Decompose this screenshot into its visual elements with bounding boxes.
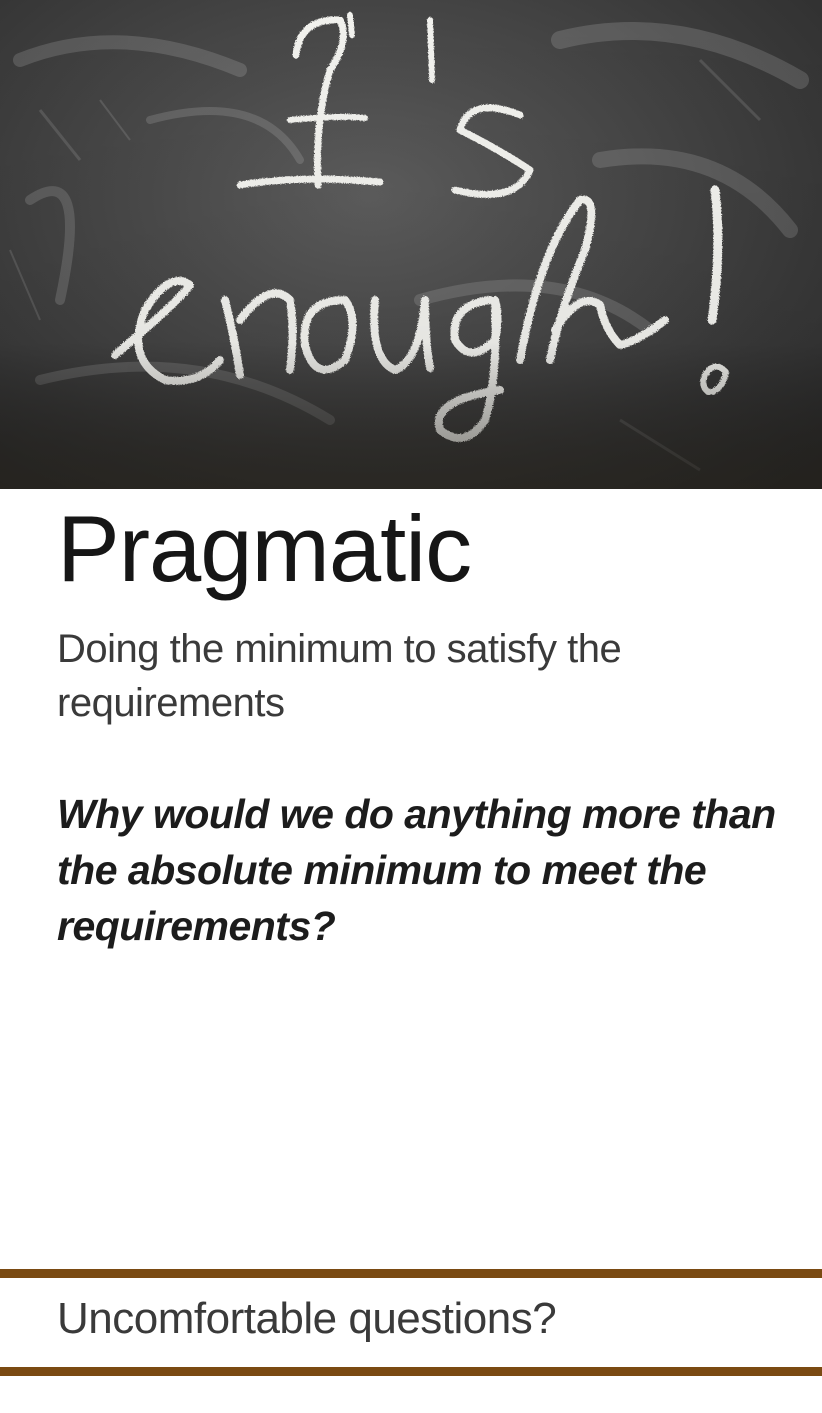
top-divider <box>0 1269 822 1278</box>
bottom-divider <box>0 1367 822 1376</box>
card-subtitle: Doing the minimum to satisfy the require… <box>57 627 622 725</box>
card-question: Why would we do anything more than the a… <box>57 791 776 949</box>
footer-label: Uncomfortable questions? <box>57 1294 557 1343</box>
chalkboard-image <box>0 0 822 489</box>
chalkboard-illustration <box>0 0 822 489</box>
card-title: Pragmatic <box>57 496 472 601</box>
